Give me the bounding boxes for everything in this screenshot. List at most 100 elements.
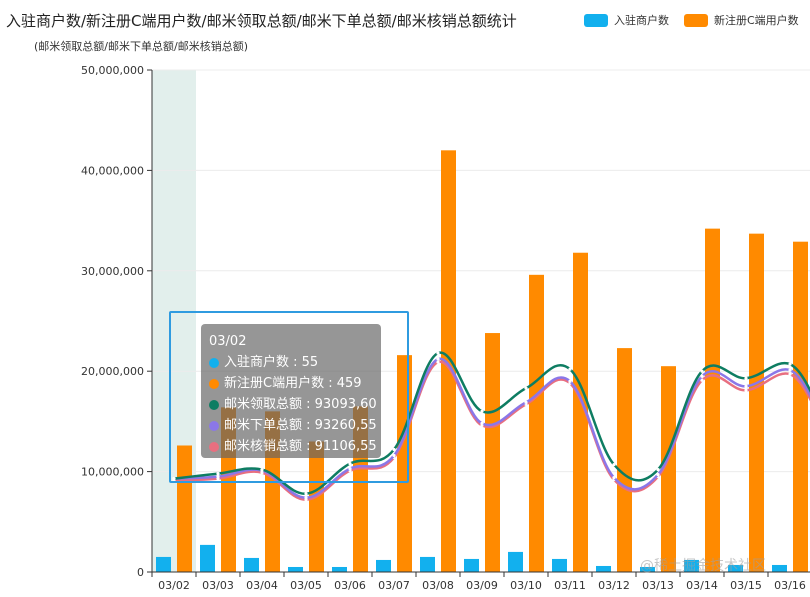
bar-new-users [573,252,588,572]
y-tick-label: 50,000,000 [81,64,144,77]
x-tick-label: 03/09 [466,579,498,592]
watermark: @稀土掘金技术社区 [640,558,766,574]
tooltip: 03/02 入驻商户数 : 55 新注册C端用户数 : 459 邮米领取总额 :… [201,324,381,458]
x-tick-label: 03/16 [774,579,806,592]
tooltip-row-label: 邮米核销总额 : 91106,55 [224,439,377,454]
legend-item-new-users[interactable]: 新注册C端用户数 [684,12,799,28]
line-point [700,369,704,373]
x-tick-label: 03/06 [334,579,366,592]
x-tick-label: 03/10 [510,579,542,592]
x-tick-label: 03/04 [246,579,278,592]
bar-new-users [309,441,324,572]
tooltip-highlight-frame [169,311,409,483]
bar-new-users [705,228,720,572]
bar-merchants [200,544,215,572]
line-point [788,368,792,372]
bar-merchants [288,566,303,572]
bar-merchants [332,566,347,572]
line-point [348,466,352,471]
bar-merchants [640,566,655,572]
bar-merchants [244,557,259,572]
tooltip-row: 新注册C端用户数 : 459 [209,373,373,394]
x-tick-label: 03/08 [422,579,454,592]
tooltip-row-label: 邮米领取总额 : 93093,60 [224,397,377,412]
bar-new-users [617,348,632,572]
line-ordered-total [173,357,810,499]
y-tick-label: 30,000,000 [81,265,144,278]
line-point [304,492,308,496]
bar-merchants [596,565,611,572]
tooltip-row: 入驻商户数 : 55 [209,352,373,373]
line-point [348,461,352,466]
bar-new-users [485,333,500,572]
line-point [392,447,396,452]
tooltip-dot [209,357,219,368]
tooltip-dot [209,399,219,410]
line-point [656,473,660,477]
tooltip-row: 邮米领取总额 : 93093,60 [209,394,377,415]
line-point [216,475,220,479]
tooltip-row-label: 新注册C端用户数 : 459 [224,376,362,391]
bar-merchants [420,556,435,572]
line-point [436,357,440,361]
tooltip-row-label: 邮米下单总额 : 93260,55 [224,418,377,433]
bar-new-users [529,274,544,572]
legend-item-merchants[interactable]: 入驻商户数 [584,12,669,28]
bar-merchants [728,564,743,572]
x-tick-label: 03/14 [686,579,718,592]
tooltip-date: 03/02 [209,334,247,349]
legend-label-new-users: 新注册C端用户数 [714,14,799,27]
y-tick-label: 10,000,000 [81,466,144,479]
x-tick-label: 03/05 [290,579,322,592]
line-point [304,496,308,500]
line-point [260,467,264,472]
line-point [700,378,704,382]
bar-merchants [552,558,567,572]
line-point [568,379,572,383]
bar-new-users [793,241,808,572]
bar-new-users [661,366,676,572]
legend-swatch-merchants [584,13,608,27]
bar-merchants [508,551,523,572]
line-point [172,477,176,481]
tooltip-row: 邮米核销总额 : 91106,55 [209,436,377,457]
line-point [612,462,616,467]
line-point [744,376,748,380]
chart-subtitle: (邮米领取总额/邮米下单总额/邮米核销总额) [34,40,248,53]
line-point [788,362,792,366]
line-point [524,400,528,404]
bar-new-users [749,233,764,573]
tooltip-dot [209,441,219,452]
x-tick-label: 03/02 [158,579,190,592]
line-point [436,360,440,364]
x-tick-label: 03/11 [554,579,586,592]
x-tick-label: 03/15 [730,579,762,592]
bar-merchants [772,564,787,572]
bar-merchants [376,559,391,572]
line-point [656,467,660,472]
line-point [612,476,616,480]
y-tick-label: 0 [137,566,144,579]
line-claimed-total [173,351,810,495]
legend-label-merchants: 入驻商户数 [614,14,669,27]
bar-merchants [684,559,699,572]
tooltip-dot [209,378,219,389]
line-point [392,453,396,458]
tooltip-row: 邮米下单总额 : 93260,55 [209,415,377,436]
chart-title: 入驻商户数/新注册C端用户数/邮米领取总额/邮米下单总额/邮米核销总额统计 [6,12,517,30]
y-tick-label: 20,000,000 [81,365,144,378]
line-point [568,367,572,371]
line-point [524,386,528,390]
line-point [216,472,220,476]
line-point [744,388,748,392]
line-point [788,372,792,376]
x-tick-label: 03/03 [202,579,234,592]
tooltip-row-label: 入驻商户数 : 55 [224,355,319,370]
line-point [700,374,704,378]
tooltip-dot [209,420,219,431]
line-point [744,384,748,388]
bar-merchants [464,558,479,572]
x-tick-label: 03/13 [642,579,674,592]
line-point [436,351,440,355]
